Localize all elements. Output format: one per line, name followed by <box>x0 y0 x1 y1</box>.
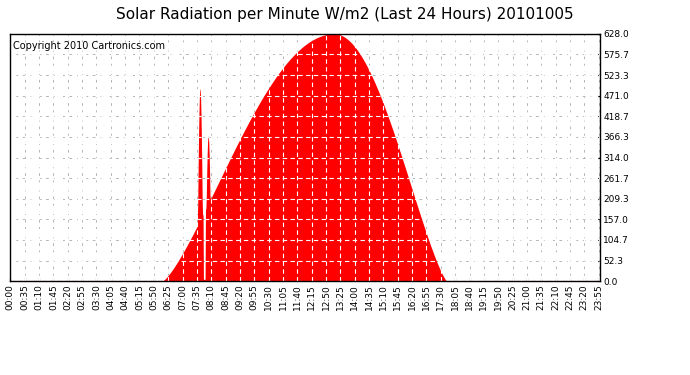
Text: Solar Radiation per Minute W/m2 (Last 24 Hours) 20101005: Solar Radiation per Minute W/m2 (Last 24… <box>116 8 574 22</box>
Text: Copyright 2010 Cartronics.com: Copyright 2010 Cartronics.com <box>13 41 166 51</box>
